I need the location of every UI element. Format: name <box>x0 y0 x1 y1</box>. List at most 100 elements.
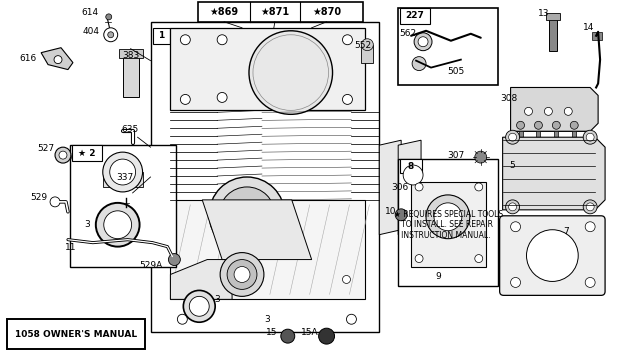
Text: 15: 15 <box>266 328 278 337</box>
Circle shape <box>209 177 285 253</box>
Circle shape <box>234 267 250 283</box>
Text: ★ 2: ★ 2 <box>78 149 95 158</box>
Circle shape <box>511 278 521 288</box>
Bar <box>549 16 557 51</box>
Bar <box>511 102 590 131</box>
Circle shape <box>395 209 407 221</box>
Text: 3: 3 <box>215 295 220 304</box>
Bar <box>592 32 602 40</box>
Circle shape <box>59 151 67 159</box>
Text: 15A: 15A <box>301 328 319 337</box>
Polygon shape <box>170 260 232 299</box>
Circle shape <box>583 200 597 214</box>
Text: 1: 1 <box>158 31 164 40</box>
Bar <box>123 53 139 97</box>
Text: ★871: ★871 <box>260 7 290 17</box>
Circle shape <box>415 255 423 263</box>
Circle shape <box>217 92 227 102</box>
Circle shape <box>434 203 462 231</box>
Circle shape <box>412 57 426 71</box>
Text: 306: 306 <box>391 184 409 192</box>
Bar <box>151 22 379 332</box>
Text: 1058 OWNER'S MANUAL: 1058 OWNER'S MANUAL <box>15 330 137 339</box>
Text: 383: 383 <box>122 51 140 60</box>
Circle shape <box>511 222 521 232</box>
Circle shape <box>508 203 516 211</box>
Circle shape <box>475 151 487 163</box>
Circle shape <box>418 37 428 47</box>
Bar <box>103 172 143 187</box>
Circle shape <box>426 195 470 239</box>
Bar <box>572 125 576 137</box>
Circle shape <box>54 56 62 64</box>
Bar <box>518 125 523 137</box>
Circle shape <box>249 31 332 114</box>
Circle shape <box>180 35 190 45</box>
Circle shape <box>564 107 572 115</box>
Polygon shape <box>503 137 605 210</box>
Text: ★ REQUIRES SPECIAL TOOLS
   TO INSTALL. SEE REPAIR
   INSTRUCTION MANUAL.: ★ REQUIRES SPECIAL TOOLS TO INSTALL. SEE… <box>394 210 503 240</box>
Circle shape <box>177 314 187 324</box>
Text: 5: 5 <box>510 160 515 170</box>
Circle shape <box>342 94 352 104</box>
Polygon shape <box>202 200 312 260</box>
Bar <box>118 49 143 58</box>
Text: 308: 308 <box>500 94 517 103</box>
Circle shape <box>342 275 350 283</box>
Circle shape <box>189 296 209 316</box>
Text: 3: 3 <box>264 315 270 324</box>
Bar <box>546 13 560 20</box>
Text: 13: 13 <box>538 9 549 18</box>
Circle shape <box>96 203 140 247</box>
Text: 8: 8 <box>408 162 414 170</box>
Circle shape <box>506 130 520 144</box>
Polygon shape <box>511 87 598 131</box>
Circle shape <box>586 133 594 141</box>
Text: 9: 9 <box>435 272 441 281</box>
Circle shape <box>169 253 180 266</box>
Circle shape <box>253 35 329 110</box>
Bar <box>170 200 365 299</box>
Circle shape <box>55 147 71 163</box>
FancyBboxPatch shape <box>500 216 605 295</box>
Text: 635: 635 <box>121 125 138 134</box>
Text: 552: 552 <box>355 41 371 50</box>
Bar <box>170 28 365 110</box>
Bar <box>361 45 373 62</box>
Circle shape <box>347 314 356 324</box>
Circle shape <box>233 201 261 229</box>
Circle shape <box>319 328 335 344</box>
Text: ereplacementparts.com: ereplacementparts.com <box>245 172 378 182</box>
Circle shape <box>220 253 264 296</box>
Circle shape <box>106 14 112 20</box>
Bar <box>411 182 485 267</box>
Circle shape <box>534 121 542 129</box>
Bar <box>118 175 133 183</box>
Text: 307: 307 <box>447 151 464 160</box>
Circle shape <box>583 130 597 144</box>
Text: 529A: 529A <box>139 261 162 270</box>
Circle shape <box>475 183 483 191</box>
Bar <box>400 8 430 24</box>
Text: 527: 527 <box>38 144 55 153</box>
Bar <box>398 159 498 286</box>
Circle shape <box>508 133 516 141</box>
Text: 562: 562 <box>399 29 417 38</box>
Text: 529: 529 <box>30 193 48 202</box>
Circle shape <box>570 121 578 129</box>
Circle shape <box>180 94 190 104</box>
Circle shape <box>227 260 257 289</box>
Circle shape <box>110 159 136 185</box>
Circle shape <box>552 121 560 129</box>
Circle shape <box>104 211 131 239</box>
Circle shape <box>219 187 275 243</box>
Circle shape <box>342 35 352 45</box>
Text: 404: 404 <box>82 27 99 36</box>
Bar <box>536 125 541 137</box>
Bar <box>72 145 102 161</box>
Text: 14: 14 <box>582 23 594 32</box>
Circle shape <box>414 33 432 51</box>
Bar <box>7 319 144 349</box>
Text: 616: 616 <box>20 54 37 63</box>
Polygon shape <box>398 140 421 235</box>
